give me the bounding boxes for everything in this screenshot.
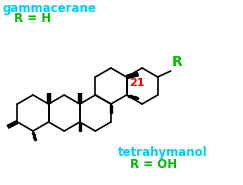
- Text: R = H: R = H: [14, 12, 51, 25]
- Text: gammacerane: gammacerane: [2, 2, 96, 15]
- Text: R = OH: R = OH: [130, 158, 177, 171]
- Text: tetrahymanol: tetrahymanol: [118, 146, 208, 159]
- Text: R: R: [172, 55, 182, 69]
- Text: 21: 21: [129, 78, 145, 88]
